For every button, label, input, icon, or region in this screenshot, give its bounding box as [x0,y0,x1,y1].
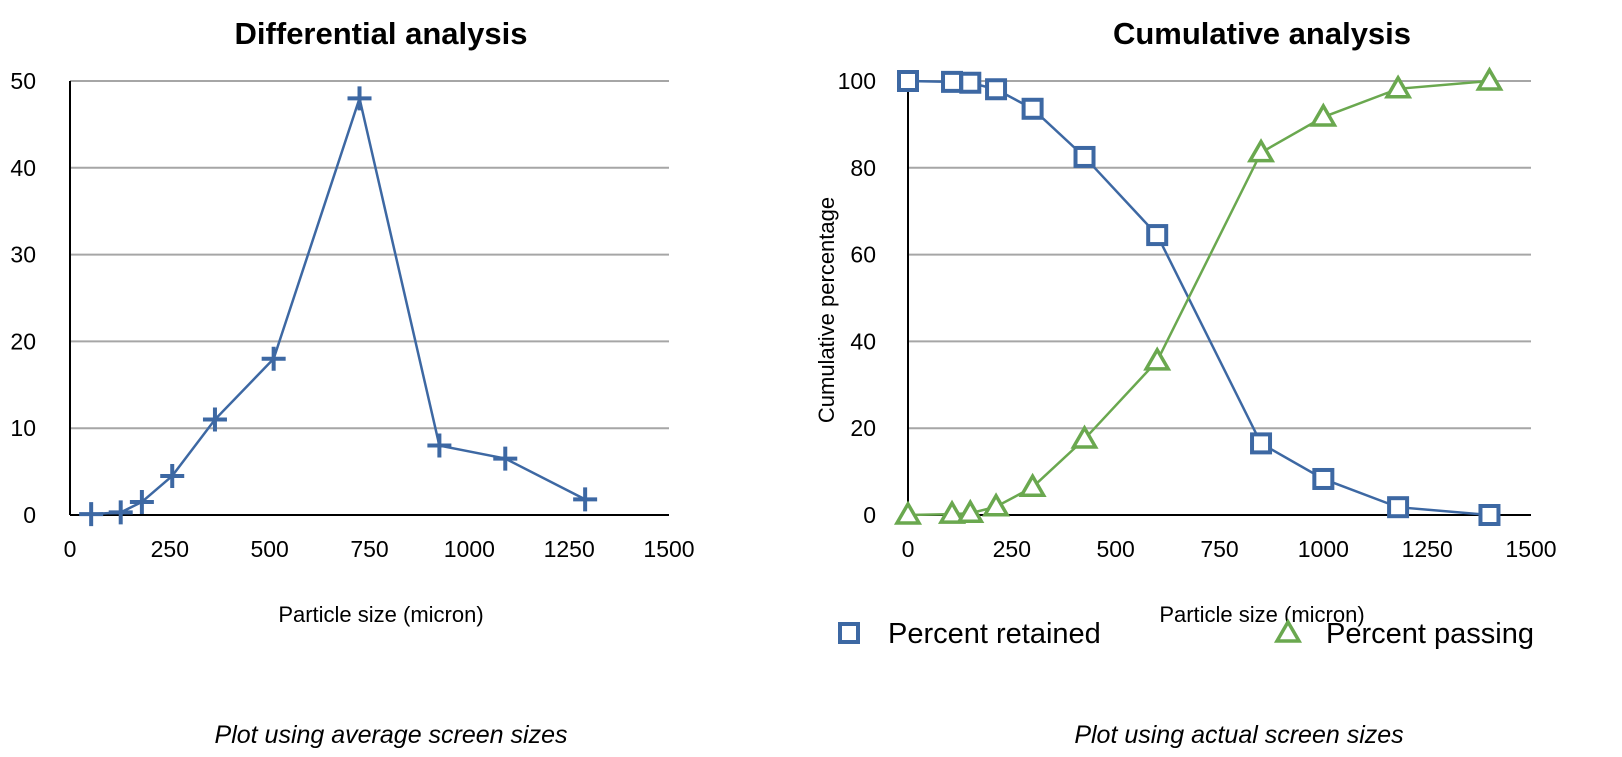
cumulative-percent-passing-point [893,500,923,525]
cumulative-y-tick-label: 20 [850,415,876,441]
cumulative-analysis-chart: Cumulative analysis Particle size (micro… [814,16,1557,749]
legend-percent-passing-marker [1273,618,1303,643]
differential-x-tick-label: 750 [350,536,388,562]
cumulative-percent-passing-point [956,498,985,524]
differential-series-0-point [427,433,452,458]
cumulative-percent-retained-point [959,71,982,94]
differential-y-tick-label: 40 [10,155,36,181]
cumulative-percent-passing-point [982,492,1011,517]
cumulative-x-tick-label: 250 [993,536,1031,562]
differential-series-0-point [108,500,133,525]
cumulative-percent-passing-point [1018,472,1047,497]
differential-y-tick-label: 10 [10,415,36,441]
cumulative-percent-retained-point [1478,504,1501,526]
cumulative-percent-retained-point [1073,145,1096,168]
cumulative-x-tick-label: 0 [902,536,915,562]
differential-series-0-point [160,463,185,488]
cumulative-percent-retained-point [1387,496,1410,519]
cumulative-y-axis-label: Cumulative percentage [814,197,839,423]
cumulative-percent-retained-point [985,78,1008,101]
differential-series-0-point [202,407,227,432]
cumulative-y-tick-label: 80 [850,155,876,181]
cumulative-legend: Percent retained Percent passing [838,618,1534,650]
cumulative-chart-title: Cumulative analysis [1113,16,1411,51]
cumulative-y-tick-label: 40 [850,328,876,354]
differential-x-tick-label: 1250 [544,536,595,562]
cumulative-x-tick-label: 1250 [1402,536,1453,562]
cumulative-percent-passing-point [1143,346,1172,371]
cumulative-percent-retained-point [1312,467,1335,490]
differential-series-0-point [493,446,518,471]
differential-x-tick-label: 1000 [444,536,495,562]
legend-percent-retained-marker [838,622,860,644]
differential-y-tick-label: 0 [23,502,36,528]
differential-x-tick-label: 250 [151,536,189,562]
cumulative-percent-passing-point [1475,66,1504,91]
differential-x-tick-label: 1500 [643,536,694,562]
differential-series-0-point [129,489,154,514]
differential-series-0-point [79,502,104,527]
cumulative-percent-retained-point [1250,432,1273,455]
differential-series-0-point [261,346,286,371]
differential-series-0-point [573,487,598,512]
cumulative-percent-passing-point [1309,102,1338,127]
legend-percent-retained-label: Percent retained [888,618,1101,650]
differential-chart-caption: Plot using average screen sizes [215,721,568,749]
cumulative-percent-retained-point [1146,224,1169,247]
cumulative-y-tick-label: 60 [850,242,876,268]
legend-percent-passing-label: Percent passing [1326,618,1534,650]
differential-chart-title: Differential analysis [235,16,528,51]
cumulative-percent-passing-line [907,79,1490,517]
cumulative-y-tick-label: 0 [863,502,876,528]
cumulative-percent-retained-point [1021,97,1044,120]
cumulative-percent-passing-point [1070,424,1099,449]
differential-series-0-line [91,93,586,516]
differential-y-tick-label: 30 [10,242,36,268]
cumulative-x-axis-label: Particle size (micron) [1159,602,1364,627]
cumulative-percent-retained-point [941,70,964,93]
cumulative-x-tick-label: 500 [1096,536,1134,562]
cumulative-x-tick-label: 750 [1200,536,1238,562]
cumulative-chart-caption: Plot using actual screen sizes [1074,721,1403,749]
cumulative-y-tick-label: 100 [838,68,876,94]
differential-y-tick-label: 50 [10,68,36,94]
differential-x-axis-label: Particle size (micron) [278,602,483,627]
cumulative-percent-retained-point [897,70,919,92]
cumulative-x-tick-label: 1000 [1298,536,1349,562]
differential-analysis-chart: Differential analysis Particle size (mic… [10,16,694,749]
differential-series-0-point [347,86,372,111]
cumulative-percent-passing-point [1384,74,1413,99]
cumulative-percent-retained-line [907,79,1490,517]
cumulative-percent-passing-point [1246,138,1276,163]
differential-x-tick-label: 500 [250,536,288,562]
differential-y-tick-label: 20 [10,328,36,354]
cumulative-x-tick-label: 1500 [1505,536,1556,562]
differential-x-tick-label: 0 [64,536,77,562]
cumulative-percent-passing-point [937,499,967,524]
